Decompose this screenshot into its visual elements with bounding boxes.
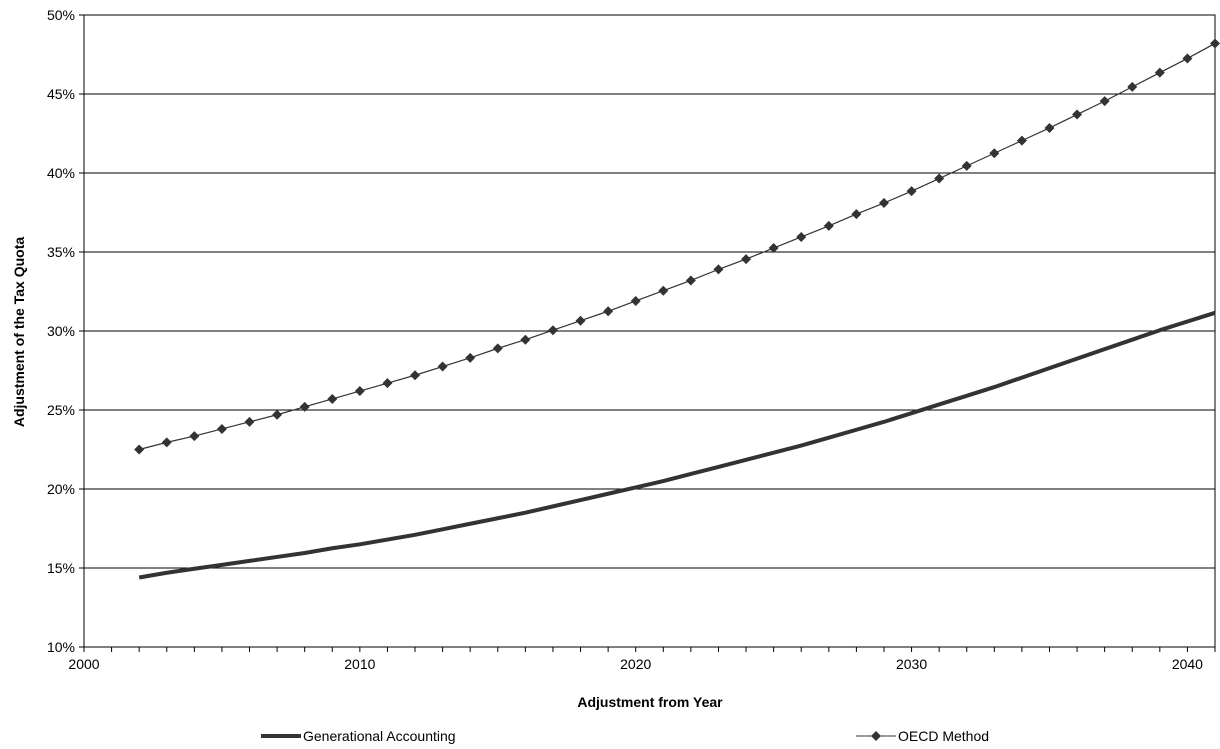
point-oecd-method-2002 (134, 444, 145, 455)
point-oecd-method-2032 (961, 160, 972, 171)
point-oecd-method-2033 (989, 148, 1000, 159)
x-axis-ticks: 2000 2010 2020 2030 2040 (68, 647, 1216, 672)
x-tick-label-2010: 2010 (344, 656, 375, 672)
point-oecd-method-2038 (1127, 81, 1138, 92)
point-oecd-method-2009 (327, 393, 338, 404)
point-oecd-method-2037 (1099, 96, 1110, 107)
x-tick-label-2020: 2020 (620, 656, 651, 672)
point-oecd-method-2008 (299, 401, 310, 412)
point-oecd-method-2021 (658, 285, 669, 296)
x-tick-label-2000: 2000 (68, 656, 99, 672)
point-oecd-method-2034 (1016, 135, 1027, 146)
point-oecd-method-2030 (906, 186, 917, 197)
point-oecd-method-2006 (244, 416, 255, 427)
point-oecd-method-2029 (878, 198, 889, 209)
y-tick-label-40: 40% (47, 165, 75, 181)
point-oecd-method-2024 (741, 254, 752, 265)
series-line-oecd-method (139, 42, 1216, 451)
series-line-generational-accounting (138, 310, 1216, 580)
point-oecd-method-2041 (1210, 38, 1220, 49)
x-tick-label-2030: 2030 (896, 656, 927, 672)
point-oecd-method-2022 (685, 275, 696, 286)
gridlines (84, 14, 1215, 648)
point-oecd-method-2020 (630, 295, 641, 306)
point-oecd-method-2007 (272, 409, 283, 420)
point-oecd-method-2036 (1072, 109, 1083, 120)
y-tick-label-15: 15% (47, 560, 75, 576)
point-oecd-method-2014 (465, 352, 476, 363)
point-oecd-method-2012 (410, 370, 421, 381)
point-oecd-method-2018 (575, 315, 586, 326)
point-oecd-method-2031 (934, 173, 945, 184)
point-oecd-method-2017 (547, 325, 558, 336)
point-oecd-method-2016 (520, 334, 531, 345)
legend: Generational Accounting OECD Method (261, 728, 989, 744)
point-oecd-method-2019 (603, 306, 614, 317)
legend-label-generational-accounting: Generational Accounting (303, 728, 456, 744)
y-tick-label-10: 10% (47, 639, 75, 655)
y-tick-label-30: 30% (47, 323, 75, 339)
series-group (134, 38, 1220, 580)
point-oecd-method-2004 (189, 431, 200, 442)
point-oecd-method-2023 (713, 264, 724, 275)
point-oecd-method-2005 (216, 423, 227, 434)
y-tick-label-45: 45% (47, 86, 75, 102)
legend-marker-oecd-method (871, 731, 881, 741)
point-oecd-method-2015 (492, 343, 503, 354)
point-oecd-method-2028 (851, 209, 862, 220)
point-oecd-method-2026 (796, 231, 807, 242)
y-tick-label-50: 50% (47, 7, 75, 23)
point-oecd-method-2011 (382, 378, 393, 389)
point-oecd-method-2025 (768, 243, 779, 254)
x-axis-title: Adjustment from Year (577, 694, 723, 710)
y-axis-ticks: 10% 15% 20% 25% 30% 35% 40% 45% 50% (47, 7, 84, 655)
point-oecd-method-2010 (354, 386, 365, 397)
y-tick-label-35: 35% (47, 244, 75, 260)
point-oecd-method-2039 (1154, 67, 1165, 78)
x-tick-label-2040: 2040 (1172, 656, 1203, 672)
y-axis-title: Adjustment of the Tax Quota (11, 237, 27, 428)
legend-label-oecd-method: OECD Method (898, 728, 989, 744)
point-oecd-method-2013 (437, 361, 448, 372)
y-tick-label-25: 25% (47, 402, 75, 418)
point-oecd-method-2035 (1044, 122, 1055, 133)
point-oecd-method-2027 (823, 220, 834, 231)
point-oecd-method-2003 (161, 437, 172, 448)
point-oecd-method-2040 (1182, 53, 1193, 64)
y-tick-label-20: 20% (47, 481, 75, 497)
